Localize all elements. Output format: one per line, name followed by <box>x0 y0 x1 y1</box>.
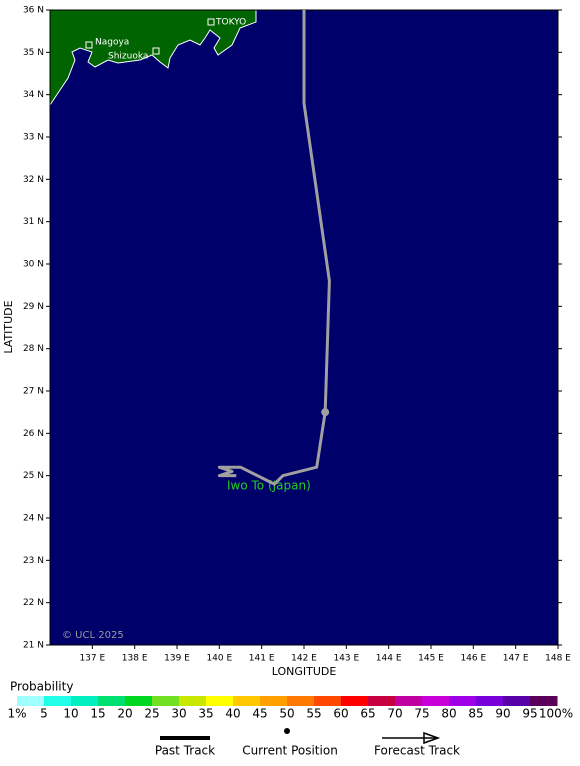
colorbar-segment <box>44 696 72 706</box>
legend-item: Past Track <box>155 744 215 758</box>
colorbar-segment <box>530 696 558 706</box>
x-tick-label: 148 E <box>545 654 571 664</box>
x-tick-label: 143 E <box>333 654 359 664</box>
legend-item: Forecast Track <box>374 744 460 758</box>
y-tick-label: 23 N <box>23 556 44 566</box>
colorbar-segment <box>206 696 234 706</box>
colorbar-segment <box>476 696 504 706</box>
y-tick-label: 26 N <box>23 429 44 439</box>
x-tick-label: 139 E <box>164 654 190 664</box>
colorbar-segment <box>395 696 423 706</box>
colorbar-segment <box>368 696 396 706</box>
y-tick-label: 30 N <box>23 260 44 270</box>
colorbar-segment <box>17 696 45 706</box>
place-label: Shizuoka <box>108 52 148 62</box>
colorbar-label: 10 <box>63 707 78 721</box>
colorbar-label: 5 <box>40 707 48 721</box>
colorbar-segment <box>287 696 315 706</box>
colorbar-segment <box>233 696 261 706</box>
colorbar-label: 90 <box>495 707 510 721</box>
y-tick-label: 32 N <box>23 175 44 185</box>
colorbar-label: 60 <box>333 707 348 721</box>
y-tick-label: 27 N <box>23 387 44 397</box>
colorbar-segment <box>422 696 450 706</box>
y-axis-title: LATITUDE <box>2 300 15 353</box>
colorbar-label: 25 <box>144 707 159 721</box>
x-axis-title: LONGITUDE <box>272 665 337 678</box>
x-tick-label: 138 E <box>122 654 148 664</box>
colorbar-segment <box>125 696 153 706</box>
x-tick-label: 145 E <box>418 654 444 664</box>
x-tick-label: 147 E <box>503 654 529 664</box>
current-position-symbol <box>284 728 290 734</box>
colorbar-label: 30 <box>171 707 186 721</box>
legend-title: Probability <box>10 680 73 694</box>
legend-item: Current Position <box>242 744 338 758</box>
place-marker <box>85 41 93 49</box>
y-tick-label: 22 N <box>23 598 44 608</box>
colorbar-label: 1% <box>7 707 26 721</box>
y-tick-label: 24 N <box>23 514 44 524</box>
x-tick-label: 141 E <box>249 654 275 664</box>
x-tick-label: 137 E <box>79 654 105 664</box>
colorbar-segment <box>449 696 477 706</box>
x-tick-label: 140 E <box>206 654 232 664</box>
colorbar-label: 75 <box>414 707 429 721</box>
x-tick-label: 144 E <box>376 654 402 664</box>
place-marker <box>152 47 160 55</box>
y-tick-label: 28 N <box>23 344 44 354</box>
colorbar-label: 45 <box>252 707 267 721</box>
colorbar-segment <box>179 696 207 706</box>
x-tick-label: 142 E <box>291 654 317 664</box>
colorbar-label: 70 <box>387 707 402 721</box>
y-tick-label: 35 N <box>23 48 44 58</box>
colorbar-label: 20 <box>117 707 132 721</box>
colorbar-label: 50 <box>279 707 294 721</box>
y-tick-label: 31 N <box>23 217 44 227</box>
colorbar-label: 85 <box>468 707 483 721</box>
colorbar-label: 65 <box>360 707 375 721</box>
colorbar-label: 15 <box>90 707 105 721</box>
colorbar-label: 55 <box>306 707 321 721</box>
colorbar-label: 35 <box>198 707 213 721</box>
forecast-track-arrow <box>423 731 441 745</box>
colorbar-segment <box>98 696 126 706</box>
colorbar-label: 95 <box>522 707 537 721</box>
copyright: © UCL 2025 <box>62 630 124 641</box>
colorbar-label: 80 <box>441 707 456 721</box>
place-marker <box>207 18 215 26</box>
colorbar-segment <box>341 696 369 706</box>
x-tick-label: 146 E <box>460 654 486 664</box>
place-label: TOKYO <box>215 18 246 28</box>
island-label: Iwo To (Japan) <box>227 479 311 493</box>
land <box>49 9 257 107</box>
y-tick-label: 36 N <box>23 6 44 16</box>
colorbar-segment <box>503 696 531 706</box>
colorbar-segment <box>71 696 99 706</box>
colorbar-segment <box>260 696 288 706</box>
y-tick-label: 21 N <box>23 641 44 651</box>
colorbar-label: 100% <box>539 707 573 721</box>
colorbar-segment <box>152 696 180 706</box>
colorbar-segment <box>314 696 342 706</box>
y-tick-label: 33 N <box>23 133 44 143</box>
ocean <box>50 10 558 645</box>
y-tick-label: 34 N <box>23 90 44 100</box>
place-label: Nagoya <box>95 38 129 48</box>
current-position <box>321 408 330 417</box>
colorbar-label: 40 <box>225 707 240 721</box>
past-track <box>217 10 331 486</box>
y-tick-label: 29 N <box>23 302 44 312</box>
y-tick-label: 25 N <box>23 471 44 481</box>
